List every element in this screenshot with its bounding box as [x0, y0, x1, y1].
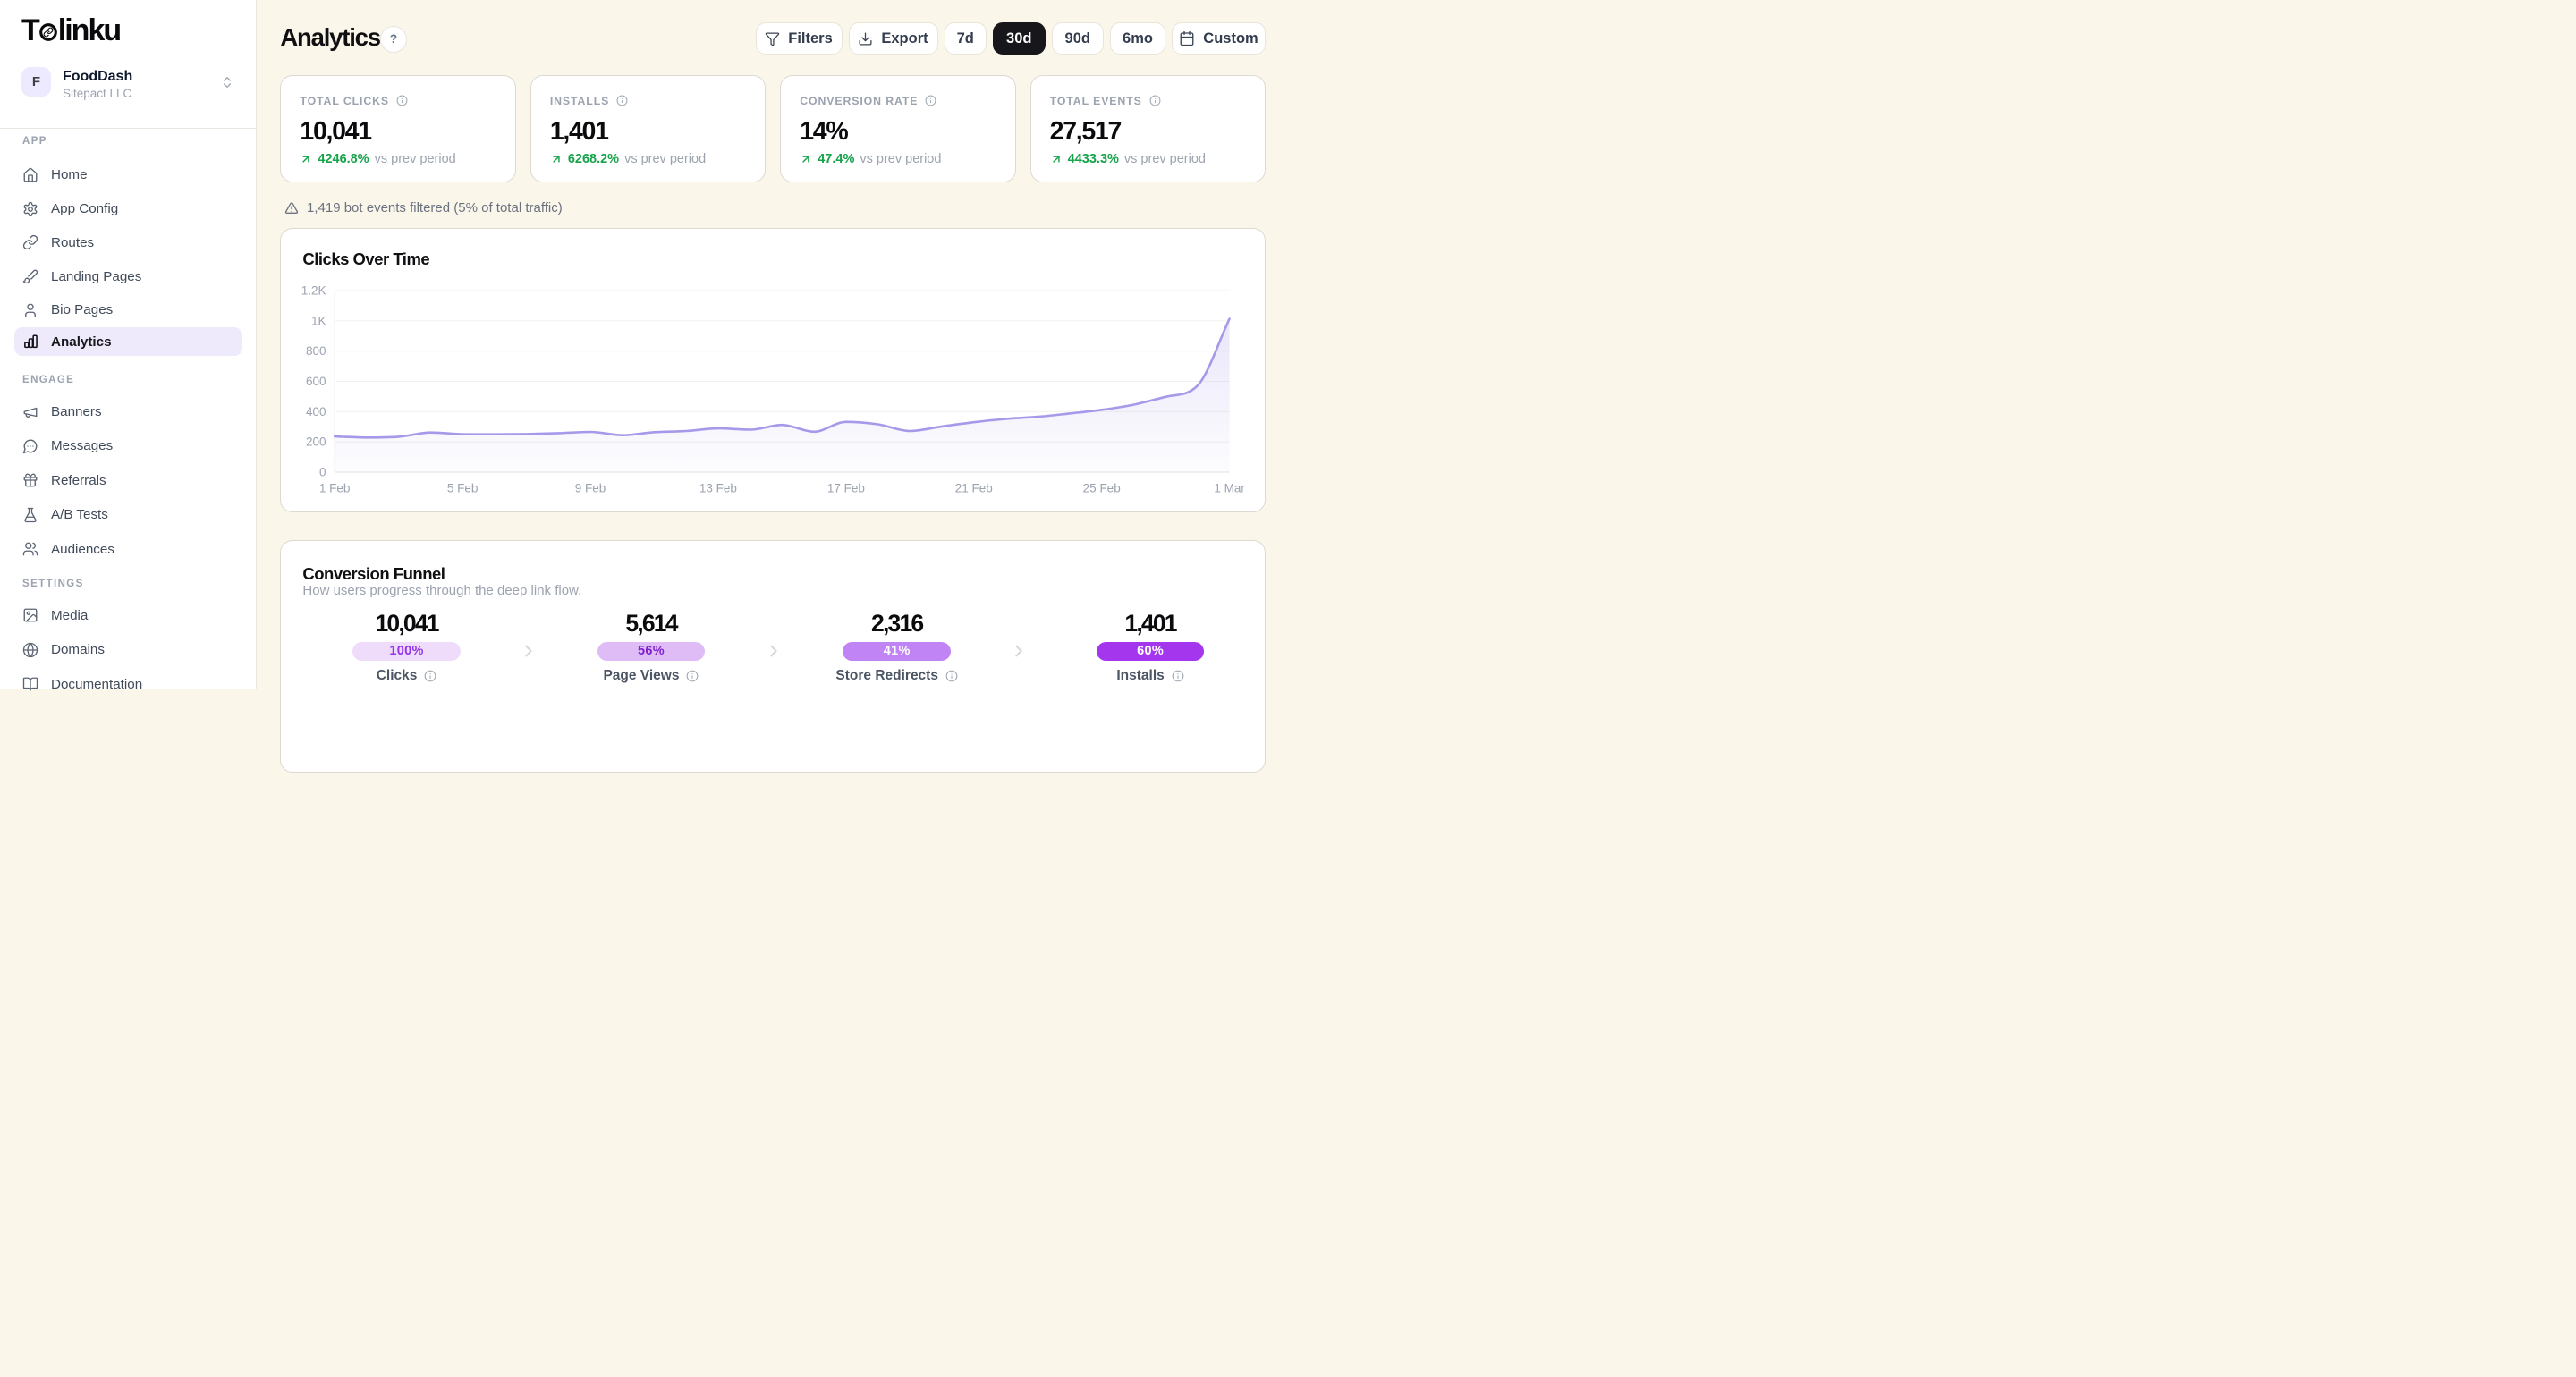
svg-text:5 Feb: 5 Feb [447, 482, 479, 495]
svg-text:800: 800 [306, 344, 326, 358]
svg-text:25 Feb: 25 Feb [1083, 482, 1121, 495]
svg-text:1 Feb: 1 Feb [319, 482, 351, 495]
svg-text:9 Feb: 9 Feb [575, 482, 606, 495]
svg-text:21 Feb: 21 Feb [955, 482, 993, 495]
svg-text:200: 200 [306, 435, 326, 449]
svg-text:1.2K: 1.2K [301, 284, 326, 298]
svg-text:17 Feb: 17 Feb [827, 482, 865, 495]
svg-text:1K: 1K [311, 315, 326, 328]
svg-text:600: 600 [306, 375, 326, 388]
svg-text:1 Mar: 1 Mar [1215, 482, 1246, 495]
svg-text:13 Feb: 13 Feb [699, 482, 737, 495]
svg-text:0: 0 [319, 466, 326, 479]
svg-text:400: 400 [306, 405, 326, 418]
